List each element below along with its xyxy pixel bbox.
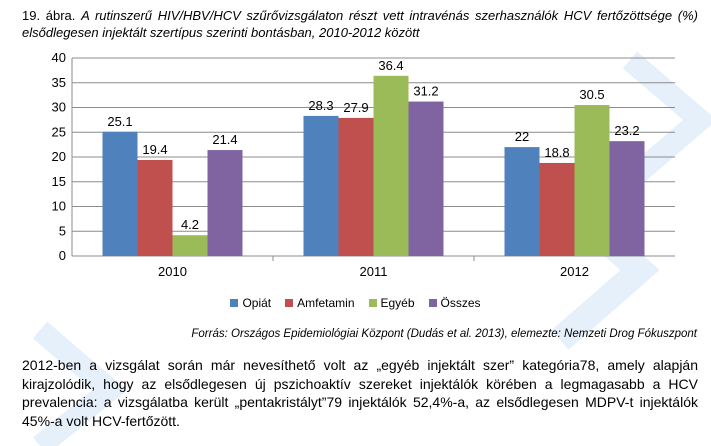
data-label: 27.9 (343, 100, 368, 115)
chart-legend: Opiát Amfetamin Egyéb Összes (0, 296, 711, 310)
y-tick-label: 20 (52, 149, 66, 164)
y-tick-label: 5 (59, 223, 66, 238)
figure-caption: 19. ábra. A rutinszerű HIV/HBV/HCV szűrő… (22, 7, 698, 41)
bar (373, 75, 409, 256)
legend-item: Összes (428, 296, 481, 310)
bar-chart: 0 5 10 15 20 25 30 35 40 25.1 19.4 4.2 21.4 2010 28.3 2… (52, 50, 675, 279)
bar (207, 150, 243, 256)
legend-label: Opiát (242, 296, 272, 310)
legend-swatch (230, 299, 239, 307)
x-tick-label: 2011 (360, 264, 388, 279)
x-tick-label: 2012 (560, 264, 589, 279)
data-label: 18.8 (544, 145, 569, 160)
body-paragraph: 2012-ben a vizsgálat során már nevesíthe… (22, 357, 698, 429)
bar (574, 105, 610, 257)
legend-label: Egyéb (380, 296, 415, 310)
legend-item: Opiát (230, 296, 271, 310)
data-label: 19.4 (142, 142, 167, 157)
data-label: 28.3 (308, 98, 333, 113)
bar (539, 162, 575, 256)
legend-item: Amfetamin (285, 296, 355, 310)
y-tick-label: 40 (52, 50, 66, 65)
bar (102, 131, 138, 256)
x-tick-label: 2010 (158, 264, 187, 279)
bar (504, 147, 540, 256)
bar (137, 159, 173, 256)
legend-label: Összes (440, 296, 481, 310)
data-label: 21.4 (212, 132, 237, 147)
y-tick-label: 35 (52, 75, 66, 90)
y-tick-label: 25 (52, 124, 66, 139)
bar (408, 101, 444, 256)
data-label: 31.2 (413, 84, 438, 99)
caption-title: A rutinszerű HIV/HBV/HCV szűrővizsgálato… (22, 8, 698, 40)
data-label: 22 (515, 129, 529, 144)
data-label: 4.2 (181, 217, 199, 232)
legend-item: Egyéb (368, 296, 415, 310)
legend-label: Amfetamin (297, 296, 355, 310)
bar (609, 141, 645, 256)
data-label: 23.2 (614, 123, 639, 138)
source-note: Forrás: Országos Epidemiológiai Központ … (191, 328, 697, 340)
legend-swatch (285, 299, 294, 307)
bar (303, 115, 339, 256)
bar (172, 235, 208, 256)
y-tick-label: 0 (59, 248, 66, 263)
data-label: 25.1 (107, 114, 132, 129)
y-tick-label: 10 (52, 199, 66, 214)
data-label: 36.4 (378, 58, 403, 73)
caption-lead: 19. ábra. (22, 8, 76, 23)
legend-swatch (368, 299, 377, 307)
bar (338, 117, 374, 257)
data-label: 30.5 (579, 87, 604, 102)
y-tick-label: 30 (52, 100, 66, 115)
y-tick-label: 15 (52, 174, 66, 189)
legend-swatch (428, 299, 437, 307)
